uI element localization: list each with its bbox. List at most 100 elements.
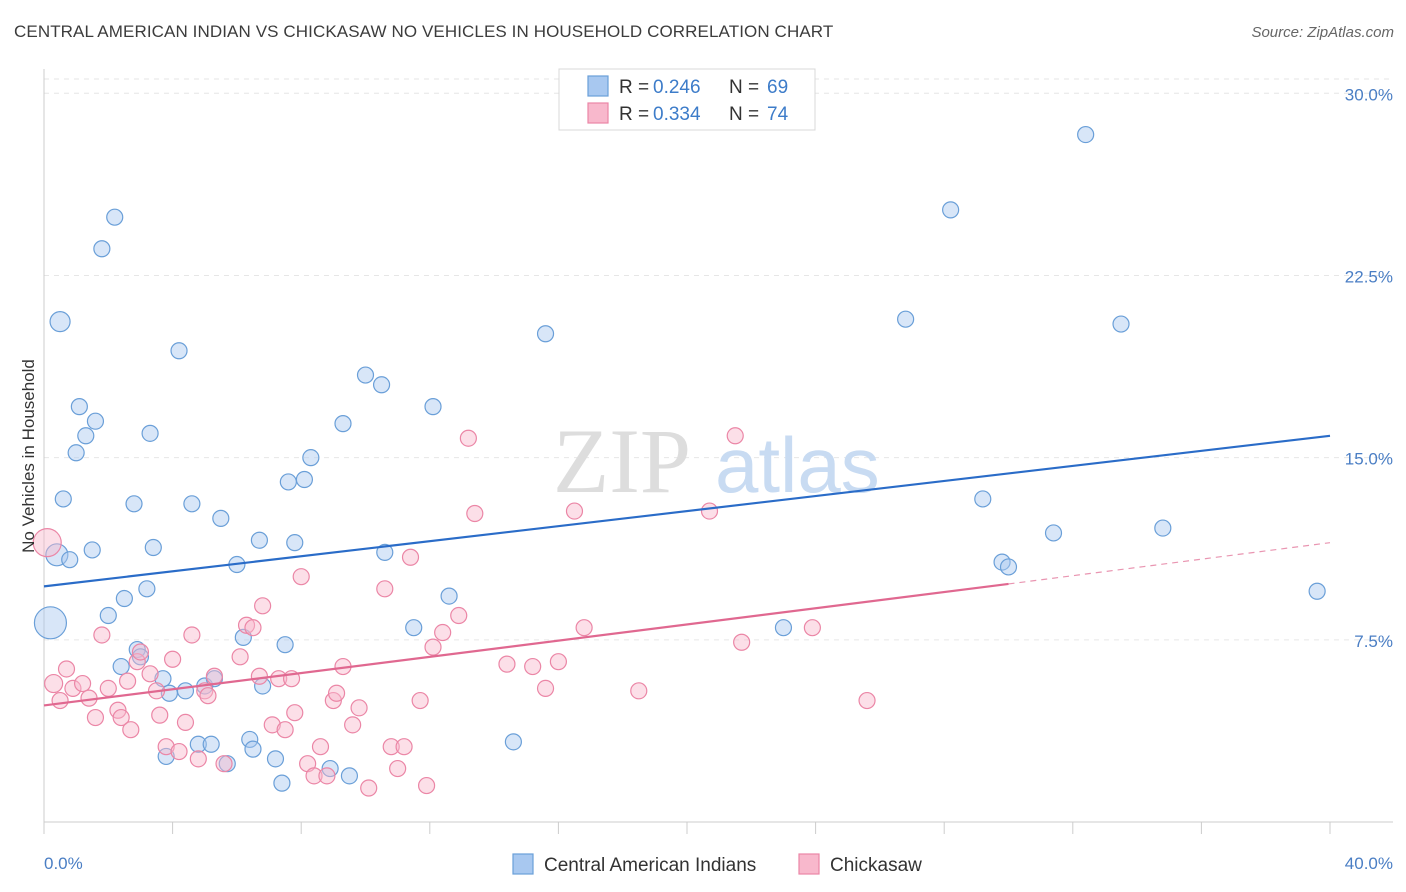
- point-chickasaw: [700, 502, 719, 520]
- axes: [43, 69, 1393, 834]
- point-central-american-indians: [202, 735, 220, 753]
- point-chickasaw: [231, 648, 249, 666]
- point-central-american-indians: [334, 415, 352, 433]
- point-chickasaw: [411, 691, 429, 710]
- point-chickasaw: [292, 568, 310, 586]
- trend-line-chickasaw-extrapolated: [1008, 542, 1331, 585]
- point-central-american-indians: [54, 490, 72, 508]
- point-chickasaw: [327, 684, 346, 702]
- point-central-american-indians: [125, 495, 143, 513]
- point-chickasaw: [276, 721, 294, 739]
- point-central-american-indians: [49, 311, 71, 333]
- y-tick-labels: 7.5% 15.0% 22.5% 30.0%: [1345, 85, 1393, 651]
- point-chickasaw: [733, 633, 751, 651]
- point-central-american-indians: [77, 427, 95, 445]
- point-chickasaw: [183, 626, 201, 644]
- point-central-american-indians: [99, 606, 117, 625]
- point-chickasaw: [118, 672, 137, 690]
- point-chickasaw: [311, 738, 330, 756]
- point-chickasaw: [73, 674, 92, 693]
- point-central-american-indians: [424, 398, 442, 416]
- top-legend: R = 0.246 N = 69 R = 0.334 N = 74: [558, 68, 816, 131]
- point-central-american-indians: [279, 473, 297, 491]
- point-central-american-indians: [372, 376, 391, 394]
- point-central-american-indians: [974, 490, 992, 508]
- point-central-american-indians: [356, 366, 375, 384]
- point-chickasaw: [344, 716, 362, 734]
- data-points: [32, 125, 1326, 797]
- point-chickasaw: [286, 704, 304, 722]
- point-central-american-indians: [83, 541, 101, 559]
- point-central-american-indians: [93, 240, 111, 258]
- point-chickasaw: [549, 653, 568, 671]
- legend-r-value-1: 0.246: [653, 77, 701, 98]
- point-central-american-indians: [183, 495, 201, 513]
- point-chickasaw: [376, 580, 394, 598]
- point-central-american-indians: [86, 412, 105, 430]
- point-chickasaw: [244, 619, 262, 637]
- point-chickasaw: [99, 679, 117, 698]
- point-central-american-indians: [67, 444, 85, 462]
- legend-n-value-2: 74: [767, 104, 789, 125]
- point-central-american-indians: [33, 606, 68, 640]
- point-chickasaw: [86, 708, 105, 727]
- point-central-american-indians: [170, 342, 188, 360]
- point-central-american-indians: [61, 551, 79, 569]
- bottom-legend: Central American Indians Chickasaw: [512, 853, 922, 876]
- point-central-american-indians: [176, 682, 195, 700]
- y-tick-label: 15.0%: [1345, 450, 1393, 469]
- point-central-american-indians: [70, 398, 88, 416]
- point-central-american-indians: [138, 580, 156, 598]
- point-chickasaw: [424, 638, 442, 656]
- source-label: Source: ZipAtlas.com: [1251, 24, 1394, 41]
- grid-lines: [44, 78, 1393, 641]
- legend-swatch-pink: [587, 102, 609, 124]
- point-central-american-indians: [1077, 125, 1095, 144]
- bottom-legend-swatch-blue: [512, 853, 534, 875]
- point-chickasaw: [565, 502, 584, 520]
- point-chickasaw: [575, 619, 593, 637]
- point-central-american-indians: [999, 558, 1018, 576]
- point-chickasaw: [51, 691, 69, 710]
- point-central-american-indians: [189, 735, 207, 753]
- point-chickasaw: [305, 767, 323, 785]
- point-chickasaw: [263, 716, 281, 734]
- point-central-american-indians: [440, 587, 458, 605]
- watermark-atlas: atlas: [715, 421, 880, 509]
- point-chickasaw: [350, 699, 368, 717]
- point-chickasaw: [250, 667, 269, 685]
- point-central-american-indians: [241, 730, 259, 749]
- point-chickasaw: [199, 687, 217, 705]
- point-chickasaw: [726, 427, 744, 445]
- point-chickasaw: [382, 738, 400, 756]
- point-chickasaw: [360, 779, 378, 797]
- legend-n-value-1: 69: [767, 77, 788, 98]
- point-chickasaw: [64, 679, 82, 698]
- point-central-american-indians: [302, 449, 320, 467]
- point-central-american-indians: [340, 767, 359, 785]
- legend-r-value-2: 0.334: [653, 104, 701, 125]
- point-central-american-indians: [286, 534, 304, 552]
- point-chickasaw: [57, 660, 76, 678]
- point-chickasaw: [254, 597, 272, 615]
- point-chickasaw: [176, 713, 195, 732]
- point-chickasaw: [215, 755, 233, 773]
- point-chickasaw: [318, 767, 336, 785]
- y-tick-label: 22.5%: [1345, 267, 1393, 286]
- point-chickasaw: [44, 673, 64, 694]
- point-central-american-indians: [45, 543, 69, 567]
- point-chickasaw: [196, 682, 214, 700]
- point-central-american-indians: [212, 509, 230, 527]
- point-central-american-indians: [273, 774, 291, 792]
- point-central-american-indians: [376, 543, 394, 561]
- point-chickasaw: [164, 650, 182, 668]
- x-tick-label-max: 40.0%: [1345, 854, 1393, 873]
- point-central-american-indians: [504, 733, 522, 751]
- legend-swatch-blue: [587, 75, 609, 97]
- point-chickasaw: [858, 691, 876, 710]
- point-central-american-indians: [295, 470, 314, 489]
- trend-line-central-american-indians: [43, 434, 1331, 588]
- point-chickasaw: [128, 653, 146, 671]
- point-chickasaw: [93, 626, 111, 644]
